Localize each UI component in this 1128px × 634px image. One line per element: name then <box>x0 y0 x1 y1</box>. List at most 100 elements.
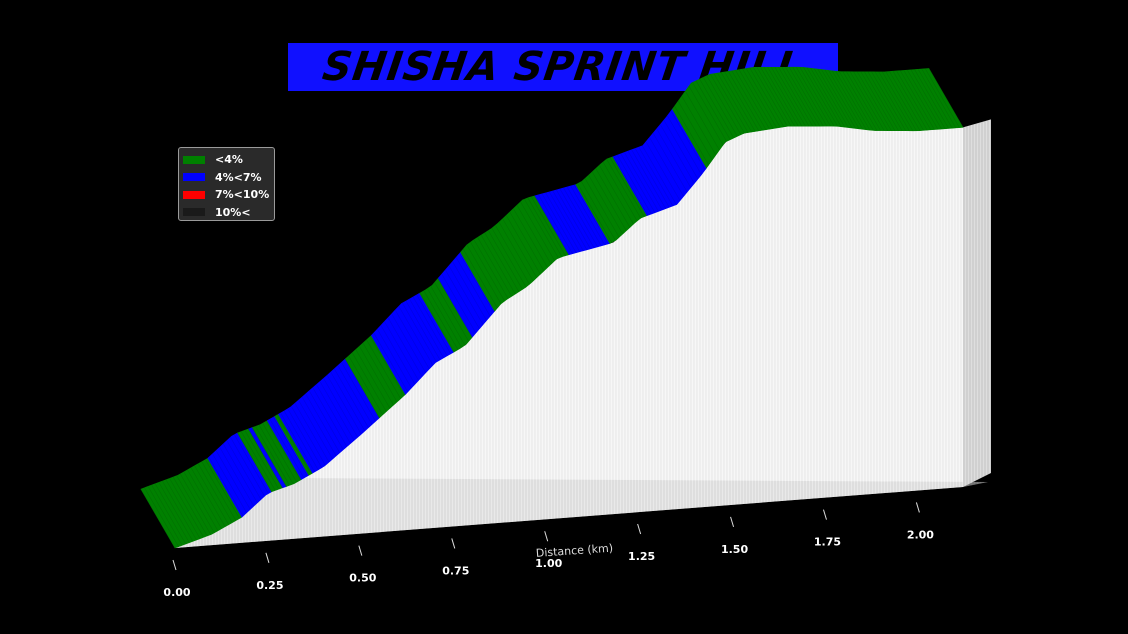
ribbon-stripe <box>660 124 695 184</box>
legend-swatch-green <box>183 155 205 164</box>
ribbon-stripe <box>251 427 287 487</box>
ribbon-stripe <box>445 269 480 329</box>
ribbon-stripe <box>362 342 398 403</box>
ribbon-stripe <box>244 430 280 490</box>
ribbon-stripe <box>154 483 190 543</box>
ribbon-stripe <box>516 205 552 265</box>
ribbon-stripe <box>559 188 595 248</box>
ribbon-stripe <box>531 196 566 256</box>
ribbon-stripe <box>276 414 312 475</box>
ribbon-stripe <box>409 298 444 359</box>
ribbon-stripe <box>366 339 401 399</box>
ribbon-stripe <box>548 191 584 251</box>
ribbon-stripe <box>867 71 903 131</box>
ribbon-stripe <box>183 471 219 531</box>
legend-swatch-blue <box>183 173 205 182</box>
ribbon-stripe <box>248 428 283 489</box>
ribbon-stripe <box>907 69 942 130</box>
ribbon-stripe <box>477 237 512 297</box>
ribbon-stripe <box>369 336 405 396</box>
ribbon-stripe <box>588 174 623 235</box>
ribbon-stripe <box>502 218 538 278</box>
ribbon-stripe <box>763 67 799 127</box>
ribbon-stripe <box>885 71 921 131</box>
ribbon-stripe <box>595 168 631 228</box>
ribbon-stripe <box>147 486 183 546</box>
ribbon-stripe <box>498 221 534 282</box>
ribbon-stripe <box>144 487 179 547</box>
ribbon-stripe <box>219 447 255 507</box>
ribbon-stripe <box>613 156 649 216</box>
ribbon-stripe <box>280 412 315 473</box>
ribbon-stripe <box>620 153 656 213</box>
ribbon-stripe <box>538 194 573 254</box>
ribbon-stripe <box>484 232 520 292</box>
end-wall <box>963 119 991 487</box>
x-tick-label: 0.75 <box>442 564 469 577</box>
ribbon-stripe <box>688 85 724 146</box>
ribbon-stripe <box>387 317 423 377</box>
x-tick-label: 0.25 <box>256 579 283 592</box>
ribbon-stripe <box>287 408 323 468</box>
ribbon-stripe <box>728 71 763 131</box>
ribbon-stripe <box>384 321 419 381</box>
ribbon-stripe <box>738 69 774 129</box>
ribbon-stripe <box>405 300 441 361</box>
ribbon-stripe <box>785 67 820 127</box>
ribbon-stripe <box>545 192 581 252</box>
legend-label: 7%<10% <box>215 188 270 202</box>
ribbon-stripe <box>899 70 935 130</box>
ribbon-stripe <box>459 253 495 313</box>
ribbon-stripe <box>509 211 545 272</box>
ribbon-stripe <box>334 368 369 428</box>
ribbon-stripe <box>649 137 684 197</box>
ribbon-stripe <box>240 431 276 491</box>
gradient-segment <box>672 66 964 169</box>
ribbon-stripe <box>835 71 871 131</box>
ribbon-stripe <box>398 306 434 366</box>
ribbon-stripe <box>882 71 917 131</box>
ribbon-stripe <box>645 141 681 201</box>
ribbon-stripe <box>391 313 426 373</box>
ribbon-stripe <box>283 410 319 470</box>
ribbon-stripe <box>756 67 792 127</box>
ribbon-stripe <box>695 80 731 140</box>
ribbon-stripe <box>864 71 899 131</box>
ribbon-stripe <box>341 362 376 422</box>
ribbon-stripe <box>685 90 720 151</box>
ribbon-stripe <box>541 193 577 253</box>
ribbon-stripe <box>634 148 670 208</box>
ribbon-stripe <box>291 406 326 466</box>
ribbon-stripe <box>556 189 591 249</box>
ribbon-stripe <box>194 465 229 525</box>
ribbon-stripe <box>631 149 666 209</box>
legend-item-green: <4% <box>183 151 274 169</box>
ribbon-stripe <box>874 71 910 131</box>
ribbon-stripe <box>480 234 516 295</box>
ribbon-stripe <box>677 100 713 161</box>
ribbon-stripe <box>308 390 344 450</box>
ribbon-stripe <box>312 387 348 447</box>
ribbon-stripe <box>846 71 881 131</box>
x-tick <box>915 502 920 513</box>
legend-label: 4%<7% <box>215 170 262 184</box>
ribbon-stripe <box>180 473 215 533</box>
legend-label: <4% <box>215 153 243 167</box>
x-tick-label: 0.00 <box>163 586 190 599</box>
ribbon-stripe <box>702 77 738 137</box>
ribbon-stripe <box>527 197 563 257</box>
ribbon-stripe <box>566 186 602 247</box>
ribbon-stripe <box>455 257 491 317</box>
ribbon-stripe <box>377 328 412 389</box>
ribbon-stripe <box>624 152 659 212</box>
ribbon-stripe <box>903 70 939 130</box>
ribbon-stripe <box>452 261 487 321</box>
ribbon-stripe <box>674 105 709 166</box>
ribbon-stripe <box>921 68 957 129</box>
x-tick-label: 1.50 <box>721 543 748 556</box>
ribbon-stripe <box>205 459 240 519</box>
x-tick-label: 2.00 <box>907 528 934 541</box>
ribbon-stripe <box>402 302 437 363</box>
ribbon-stripe <box>140 488 176 549</box>
